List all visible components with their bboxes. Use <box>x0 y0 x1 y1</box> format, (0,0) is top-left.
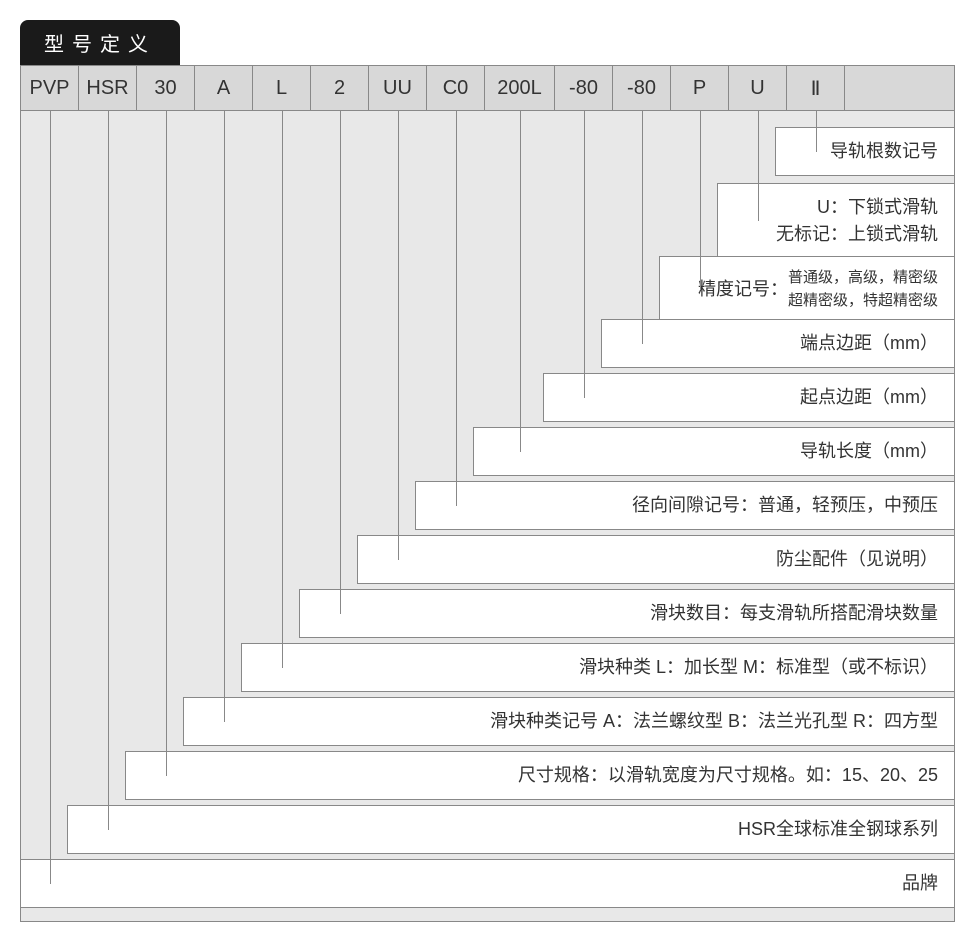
connector-vline-6 <box>398 111 399 560</box>
code-cell-13: Ⅱ <box>787 66 845 110</box>
code-cell-8: 200L <box>485 66 555 110</box>
connector-vline-1 <box>108 111 109 830</box>
title-tab: 型号定义 <box>20 20 180 65</box>
connector-vline-10 <box>642 111 643 344</box>
code-cell-empty <box>845 66 954 110</box>
code-cell-3: A <box>195 66 253 110</box>
code-cell-0: PVP <box>21 66 79 110</box>
desc-box-11: 精度记号：普通级，高级，精密级 超精密级，特超精密级 <box>659 256 954 323</box>
code-cell-7: C0 <box>427 66 485 110</box>
model-definition-diagram: 型号定义 PVPHSR30AL2UUC0200L-80-80PUⅡ 导轨根数记号… <box>20 20 955 922</box>
desc-box-13: 导轨根数记号 <box>775 127 954 176</box>
connector-vline-5 <box>340 111 341 614</box>
code-row: PVPHSR30AL2UUC0200L-80-80PUⅡ <box>21 65 954 111</box>
connector-vline-9 <box>584 111 585 398</box>
connector-vline-3 <box>224 111 225 722</box>
connector-vline-0 <box>50 111 51 884</box>
desc-box-3: 滑块种类记号 A：法兰螺纹型 B：法兰光孔型 R：四方型 <box>183 697 954 746</box>
connector-vline-7 <box>456 111 457 506</box>
connector-vline-4 <box>282 111 283 668</box>
desc-label: 精度记号： <box>698 276 788 303</box>
connector-vline-13 <box>816 111 817 152</box>
desc-box-5: 滑块数目：每支滑轨所搭配滑块数量 <box>299 589 954 638</box>
diagram-body: 导轨根数记号U：下锁式滑轨 无标记：上锁式滑轨精度记号：普通级，高级，精密级 超… <box>21 111 954 921</box>
desc-box-9: 起点边距（mm） <box>543 373 954 422</box>
desc-box-6: 防尘配件（见说明） <box>357 535 954 584</box>
desc-box-2: 尺寸规格：以滑轨宽度为尺寸规格。如：15、20、25 <box>125 751 954 800</box>
desc-box-8: 导轨长度（mm） <box>473 427 954 476</box>
code-cell-12: U <box>729 66 787 110</box>
code-cell-11: P <box>671 66 729 110</box>
desc-box-1: HSR全球标准全钢球系列 <box>67 805 954 854</box>
desc-box-12: U：下锁式滑轨 无标记：上锁式滑轨 <box>717 183 954 259</box>
code-cell-10: -80 <box>613 66 671 110</box>
connector-vline-2 <box>166 111 167 776</box>
desc-box-7: 径向间隙记号：普通，轻预压，中预压 <box>415 481 954 530</box>
code-cell-2: 30 <box>137 66 195 110</box>
desc-box-4: 滑块种类 L：加长型 M：标准型（或不标识） <box>241 643 954 692</box>
code-cell-1: HSR <box>79 66 137 110</box>
connector-vline-8 <box>520 111 521 452</box>
connector-vline-11 <box>700 111 701 290</box>
connector-vline-12 <box>758 111 759 221</box>
code-cell-9: -80 <box>555 66 613 110</box>
code-cell-6: UU <box>369 66 427 110</box>
desc-box-10: 端点边距（mm） <box>601 319 954 368</box>
code-cell-5: 2 <box>311 66 369 110</box>
diagram-frame: PVPHSR30AL2UUC0200L-80-80PUⅡ 导轨根数记号U：下锁式… <box>20 65 955 922</box>
desc-extra: 普通级，高级，精密级 超精密级，特超精密级 <box>788 267 938 312</box>
desc-box-0: 品牌 <box>21 859 954 908</box>
code-cell-4: L <box>253 66 311 110</box>
